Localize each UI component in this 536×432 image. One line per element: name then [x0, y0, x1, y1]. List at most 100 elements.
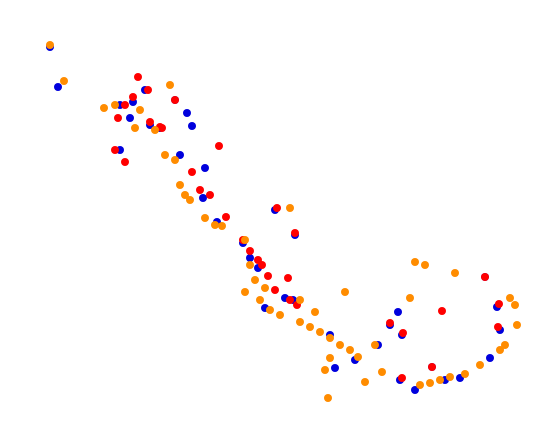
point — [326, 354, 334, 362]
point — [222, 213, 230, 221]
point — [100, 104, 108, 112]
point — [291, 229, 299, 237]
point — [166, 81, 174, 89]
point — [171, 156, 179, 164]
point — [398, 374, 406, 382]
point — [256, 296, 264, 304]
point — [218, 222, 226, 230]
point — [144, 86, 152, 94]
point — [354, 353, 362, 361]
point — [196, 186, 204, 194]
point — [436, 376, 444, 384]
point — [146, 118, 154, 126]
point — [54, 83, 62, 91]
point — [111, 101, 119, 109]
point — [121, 101, 129, 109]
point — [296, 296, 304, 304]
point — [316, 328, 324, 336]
point — [326, 334, 334, 342]
point — [264, 272, 272, 280]
point — [114, 114, 122, 122]
point — [394, 308, 402, 316]
point — [378, 368, 386, 376]
point — [176, 181, 184, 189]
point — [121, 158, 129, 166]
point — [129, 93, 137, 101]
point — [111, 146, 119, 154]
point — [201, 164, 209, 172]
point — [306, 323, 314, 331]
point — [246, 254, 254, 262]
point — [276, 311, 284, 319]
point — [411, 258, 419, 266]
point — [341, 288, 349, 296]
point — [258, 261, 266, 269]
point — [266, 306, 274, 314]
point — [60, 77, 68, 85]
point — [481, 273, 489, 281]
point — [321, 366, 329, 374]
point — [451, 269, 459, 277]
point — [406, 294, 414, 302]
point — [336, 341, 344, 349]
point — [346, 346, 354, 354]
point — [136, 106, 144, 114]
point — [371, 341, 379, 349]
point — [513, 321, 521, 329]
point — [201, 214, 209, 222]
point — [134, 73, 142, 81]
point — [241, 288, 249, 296]
point — [446, 373, 454, 381]
point — [206, 191, 214, 199]
point — [438, 307, 446, 315]
point — [161, 151, 169, 159]
point — [171, 96, 179, 104]
point — [426, 379, 434, 387]
point — [486, 354, 494, 362]
point — [286, 296, 294, 304]
point — [476, 361, 484, 369]
point — [246, 247, 254, 255]
point — [211, 221, 219, 229]
point — [501, 341, 509, 349]
point — [284, 274, 292, 282]
point — [246, 261, 254, 269]
point — [46, 41, 54, 49]
point — [296, 318, 304, 326]
point — [183, 109, 191, 117]
point — [215, 142, 223, 150]
point — [273, 204, 281, 212]
point — [331, 364, 339, 372]
point — [188, 168, 196, 176]
point — [461, 370, 469, 378]
point — [131, 124, 139, 132]
point — [386, 319, 394, 327]
point — [324, 394, 332, 402]
point — [311, 308, 319, 316]
point — [271, 286, 279, 294]
point — [126, 114, 134, 122]
point — [506, 294, 514, 302]
point — [241, 236, 249, 244]
point — [181, 191, 189, 199]
point — [511, 301, 519, 309]
point — [186, 196, 194, 204]
point — [399, 329, 407, 337]
point — [495, 300, 503, 308]
point — [286, 204, 294, 212]
point — [151, 126, 159, 134]
point — [411, 386, 419, 394]
point — [251, 276, 259, 284]
point — [176, 151, 184, 159]
point — [496, 346, 504, 354]
point — [416, 381, 424, 389]
point — [261, 284, 269, 292]
point — [188, 122, 196, 130]
point — [494, 323, 502, 331]
point — [428, 363, 436, 371]
point — [361, 378, 369, 386]
point — [421, 261, 429, 269]
point — [199, 194, 207, 202]
